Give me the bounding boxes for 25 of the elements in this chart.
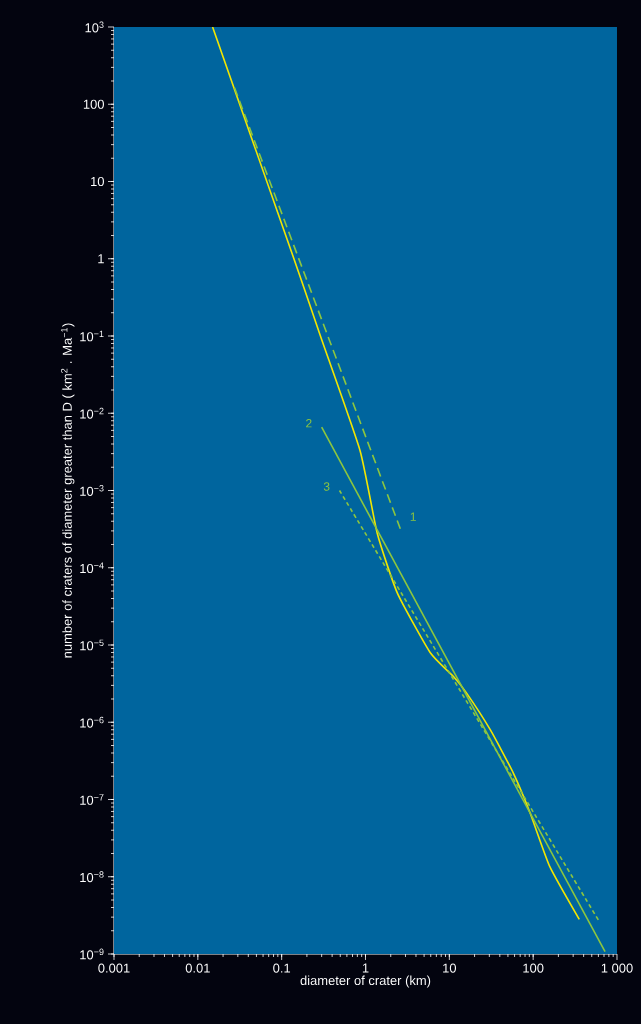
y-tick-label: 10$^{−9}$ xyxy=(80,948,104,960)
x-tick-label: 1 000 xyxy=(601,963,633,973)
series-label: 3 xyxy=(323,482,330,491)
x-tick-label: 100 xyxy=(523,963,544,973)
x-tick-label: 1 xyxy=(362,963,369,973)
x-tick-label: 10 xyxy=(443,963,457,973)
y-tick-label: 10$^{−1}$ xyxy=(80,330,104,342)
y-axis-title: number of craters of diameter greater than D ( km$^{2}$ . Ma$^{−1}$) xyxy=(61,323,75,658)
y-tick-label: 10 xyxy=(91,176,104,187)
y-tick-label: 10$^{−3}$ xyxy=(80,485,104,496)
series-label: 2 xyxy=(306,419,312,428)
y-tick-label: 10$^{−6}$ xyxy=(80,716,104,728)
x-tick-label: 0.01 xyxy=(185,963,210,973)
x-tick-label: 0.001 xyxy=(98,963,130,973)
y-tick-label: 100 xyxy=(83,99,104,109)
y-tick-label: 1 xyxy=(98,254,104,264)
x-tick-label: 0.1 xyxy=(273,963,291,973)
series-label: 1 xyxy=(410,512,416,521)
y-tick-label: 10$^{3}$ xyxy=(85,21,104,33)
y-tick-label: 10$^{−8}$ xyxy=(80,871,104,883)
y-tick-label: 10$^{−5}$ xyxy=(80,639,104,651)
y-tick-label: 10$^{−4}$ xyxy=(80,562,104,574)
x-axis-title: diameter of crater (km) xyxy=(300,975,431,988)
y-tick-label: 10$^{−7}$ xyxy=(80,794,104,805)
y-tick-label: 10$^{−2}$ xyxy=(80,407,104,419)
